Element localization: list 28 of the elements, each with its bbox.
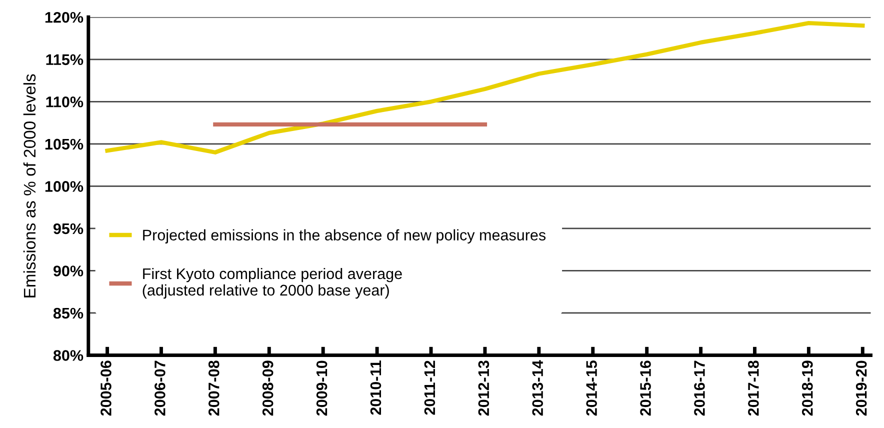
x-tick-label: 2017-18	[748, 360, 759, 416]
x-tick-label: 2009-10	[316, 360, 328, 416]
y-tick-label: 90%	[53, 266, 84, 276]
x-tick-label: 2010-11	[370, 360, 382, 415]
x-tick-label: 2012-13	[478, 360, 490, 416]
y-tick-label: 115%	[46, 54, 84, 66]
x-tick-label: 2013-14	[532, 360, 544, 416]
legend-label: First Kyoto compliance period average (adjusted relative to 2000 base year)	[142, 268, 402, 299]
x-tick-label: 2008-09	[262, 360, 274, 416]
x-tick-label: 2007-08	[208, 360, 220, 416]
y-tick-label: 120%	[45, 12, 84, 23]
y-tick-label: 80%	[53, 350, 84, 361]
x-tick-label: 2006-07	[154, 360, 166, 416]
y-axis-title: Emissions as % of 2000 levels	[23, 74, 36, 298]
x-tick-label: 2011-12	[424, 360, 436, 415]
x-tick-label: 2018-19	[802, 360, 813, 416]
y-tick-label: 85%	[53, 308, 84, 319]
line-series	[105, 20, 865, 154]
y-tick-label: 100%	[45, 181, 84, 192]
y-tick-label: 105%	[45, 138, 84, 150]
x-tick-label: 2005-06	[100, 360, 112, 416]
x-tick-label: 2014-15	[586, 360, 597, 416]
y-tick-label: 110%	[46, 96, 84, 108]
legend-label: Projected emissions in the absence of new policy measures	[143, 229, 546, 244]
x-tick-label: 2016-17	[694, 360, 705, 416]
x-tick-label: 2015-16	[640, 360, 651, 416]
x-tick-label: 2019-20	[856, 360, 867, 416]
y-tick-label: 95%	[53, 223, 84, 234]
